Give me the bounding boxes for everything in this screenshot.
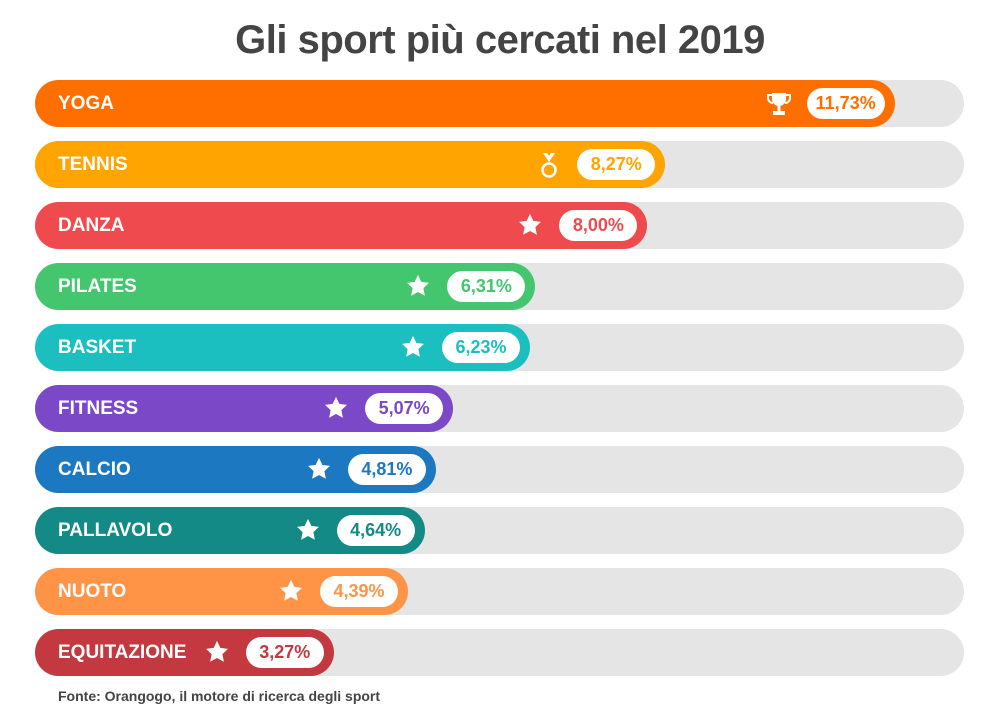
bar-row: EQUITAZIONE 3,27% xyxy=(35,629,964,676)
bar xyxy=(35,202,648,249)
bar-row: DANZA 8,00% xyxy=(35,202,964,249)
category-label: CALCIO xyxy=(58,459,131,480)
value-label: 6,31% xyxy=(447,271,526,302)
value-label: 6,23% xyxy=(442,332,521,363)
value-label: 8,00% xyxy=(559,210,638,241)
bar-row: YOGA 11,73% xyxy=(35,80,964,127)
star-icon xyxy=(517,212,545,240)
value-label: 8,27% xyxy=(577,149,656,180)
category-label: YOGA xyxy=(58,93,114,114)
medal-icon xyxy=(535,151,563,179)
star-icon xyxy=(306,456,334,484)
value-label: 5,07% xyxy=(365,393,444,424)
bar-row: FITNESS 5,07% xyxy=(35,385,964,432)
value-label: 3,27% xyxy=(245,637,324,668)
star-icon xyxy=(405,273,433,301)
category-label: EQUITAZIONE xyxy=(58,642,187,663)
chart-title: Gli sport più cercati nel 2019 xyxy=(235,18,765,62)
bar xyxy=(35,141,666,188)
value-label: 4,81% xyxy=(347,454,426,485)
star-icon xyxy=(278,578,306,606)
value-label: 4,39% xyxy=(320,576,399,607)
category-label: TENNIS xyxy=(58,154,128,175)
source-note: Fonte: Orangogo, il motore di ricerca de… xyxy=(58,688,381,704)
category-label: FITNESS xyxy=(58,398,139,419)
value-label: 11,73% xyxy=(806,88,885,119)
star-icon xyxy=(295,517,323,545)
trophy-icon xyxy=(765,90,793,118)
category-label: NUOTO xyxy=(58,581,127,602)
category-label: DANZA xyxy=(58,215,125,236)
bar xyxy=(35,80,895,127)
category-label: BASKET xyxy=(58,337,137,358)
star-icon xyxy=(400,334,428,362)
category-label: PILATES xyxy=(58,276,137,297)
bar-row: TENNIS 8,27% xyxy=(35,141,964,188)
bar-row: NUOTO 4,39% xyxy=(35,568,964,615)
bar-row: CALCIO 4,81% xyxy=(35,446,964,493)
category-label: PALLAVOLO xyxy=(58,520,173,541)
bar-row: PILATES 6,31% xyxy=(35,263,964,310)
value-label: 4,64% xyxy=(336,515,415,546)
star-icon xyxy=(323,395,351,423)
bar-row: PALLAVOLO 4,64% xyxy=(35,507,964,554)
bar-row: BASKET 6,23% xyxy=(35,324,964,371)
star-icon xyxy=(204,639,232,667)
